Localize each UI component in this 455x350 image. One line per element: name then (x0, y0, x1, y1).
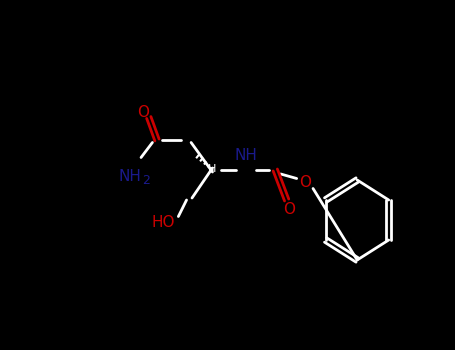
Text: 2: 2 (142, 174, 150, 187)
Text: O: O (283, 202, 295, 217)
Text: O: O (299, 175, 311, 190)
Text: HO: HO (151, 215, 175, 230)
Text: H: H (208, 164, 217, 174)
Text: NH: NH (234, 148, 257, 163)
Text: O: O (137, 105, 149, 120)
Text: NH: NH (118, 169, 141, 184)
